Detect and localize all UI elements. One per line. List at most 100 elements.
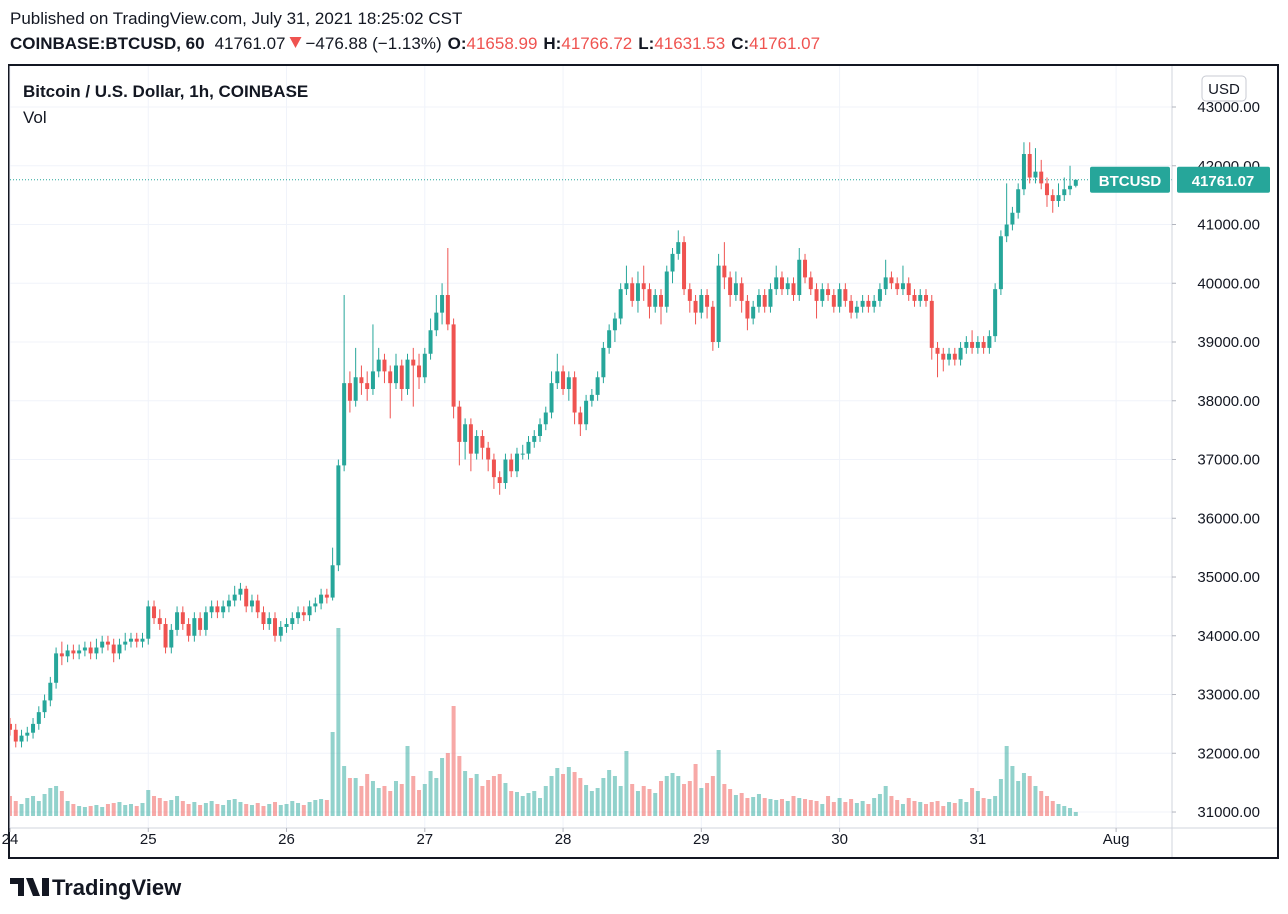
- candle-body: [117, 644, 122, 654]
- volume-bar: [296, 803, 301, 816]
- volume-bar: [601, 778, 606, 816]
- plot-area: [10, 142, 1172, 816]
- candle-body: [422, 353, 427, 378]
- candle-body: [964, 342, 969, 348]
- candle-body: [739, 283, 744, 301]
- c-label: C:: [731, 34, 749, 53]
- volume-bar: [301, 805, 306, 816]
- volume-bar: [417, 790, 422, 816]
- volume-bar: [117, 802, 122, 816]
- volume-bar: [566, 767, 571, 816]
- volume-bar: [1044, 796, 1049, 816]
- y-tick-label: 37000.00: [1197, 452, 1260, 469]
- candle-body: [883, 277, 888, 290]
- volume-bar: [555, 768, 560, 816]
- volume-bar: [877, 794, 882, 816]
- candle-body: [762, 295, 767, 307]
- volume-bar: [658, 781, 663, 816]
- x-tick-label: 26: [278, 831, 295, 848]
- volume-bar: [803, 799, 808, 816]
- x-tick-label: 28: [555, 831, 572, 848]
- candle-body: [370, 371, 375, 390]
- volume-bar: [687, 781, 692, 816]
- logo: TradingView: [10, 875, 182, 900]
- candle-body: [1073, 179, 1078, 186]
- candle-body: [578, 412, 583, 425]
- volume-bar: [745, 798, 750, 816]
- candle-body: [365, 383, 370, 390]
- candle-body: [641, 283, 646, 290]
- volume-bar: [728, 789, 733, 816]
- candle-body: [526, 441, 531, 454]
- volume-bar: [463, 771, 468, 816]
- volume-bar: [514, 792, 519, 816]
- candle-body: [803, 259, 808, 278]
- candle-body: [745, 300, 750, 319]
- volume-bar: [399, 784, 404, 816]
- price-tag-box: [1177, 166, 1270, 193]
- volume-bar: [48, 788, 53, 816]
- candle-body: [952, 353, 957, 360]
- volume-bar: [180, 801, 185, 816]
- candle-body: [468, 424, 473, 454]
- candle-body: [918, 295, 923, 301]
- volume-bar: [900, 804, 905, 816]
- x-tick-label: 30: [831, 831, 848, 848]
- candle-body: [906, 283, 911, 296]
- volume-bar: [981, 798, 986, 816]
- candle-body: [584, 400, 589, 425]
- candle-body: [814, 289, 819, 301]
- candle-body: [497, 477, 502, 484]
- volume-bar: [578, 778, 583, 816]
- volume-bar: [71, 804, 76, 816]
- x-tick-label: 25: [140, 831, 157, 848]
- published-line: Published on TradingView.com, July 31, 2…: [10, 9, 462, 28]
- candle-body: [572, 377, 577, 413]
- volume-bar: [843, 802, 848, 816]
- candle-body: [820, 289, 825, 301]
- volume-bar: [1050, 801, 1055, 816]
- volume-bar: [849, 799, 854, 816]
- candle-body: [676, 242, 681, 254]
- candle-body: [826, 289, 831, 296]
- candle-body: [503, 459, 508, 484]
- candle-body: [65, 650, 70, 657]
- volume-bar: [422, 784, 427, 816]
- volume-bar: [1033, 786, 1038, 816]
- volume-bar: [854, 803, 859, 816]
- candle-body: [157, 618, 162, 625]
- y-tick-label: 39000.00: [1197, 334, 1260, 351]
- volume-bar: [42, 794, 47, 816]
- candle-body: [457, 406, 462, 442]
- candle-body: [226, 600, 231, 607]
- candle-body: [705, 295, 710, 307]
- volume-bar: [157, 798, 162, 816]
- volume-bar: [451, 706, 456, 816]
- candle-body: [1004, 224, 1009, 237]
- volume-bar: [261, 806, 266, 816]
- l-value: 41631.53: [654, 34, 725, 53]
- candle-body: [549, 383, 554, 413]
- volume-bar: [209, 801, 214, 816]
- candle-body: [831, 295, 836, 307]
- volume-bar: [382, 786, 387, 816]
- candle-body: [42, 700, 47, 713]
- candle-body: [624, 283, 629, 290]
- candle-body: [716, 265, 721, 343]
- currency-label[interactable]: USD: [1208, 81, 1240, 98]
- volume-bar: [716, 750, 721, 816]
- candle-body: [630, 283, 635, 301]
- y-tick-label: 38000.00: [1197, 393, 1260, 410]
- volume-bar: [1039, 791, 1044, 816]
- candle-body: [261, 612, 266, 625]
- candle-body: [1068, 185, 1073, 190]
- candle-body: [670, 253, 675, 272]
- volume-bar: [538, 798, 543, 816]
- volume-bar: [918, 802, 923, 816]
- volume-bar: [491, 776, 496, 816]
- candle-body: [987, 336, 992, 348]
- volume-bar: [664, 776, 669, 816]
- candle-body: [296, 612, 301, 619]
- currency-button[interactable]: [1201, 75, 1247, 102]
